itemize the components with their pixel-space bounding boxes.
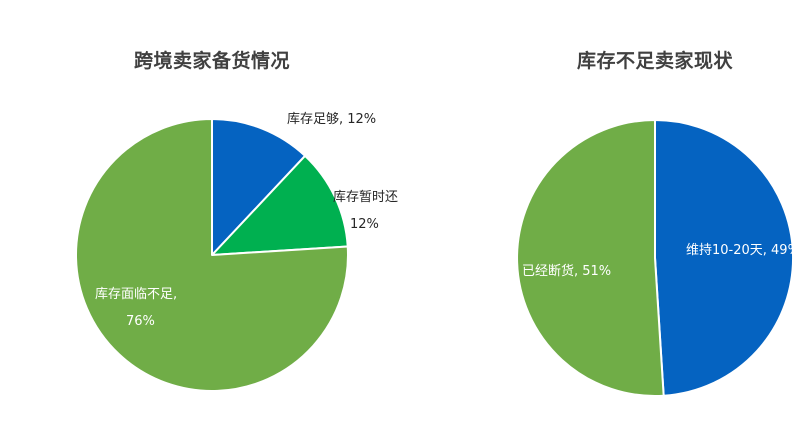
- pie-chart-inventory: 库存足够, 12% 库存暂时还 12% 库存面临不足, 76%: [74, 111, 398, 392]
- data-label-1-0: 维持10-20天, 49%: [686, 243, 800, 258]
- data-label-0-2-line1: 76%: [126, 314, 155, 329]
- pie-slice-0-0: [211, 118, 307, 256]
- pie-slice-1-1: [516, 119, 665, 397]
- chart-title-shortage-status: 库存不足卖家现状: [576, 50, 734, 72]
- pie-slice-0-1: [211, 154, 349, 256]
- pie-chart-shortage: 维持10-20天, 49% 已经断货, 51%: [516, 119, 800, 397]
- data-label-0-1-line0: 库存暂时还: [333, 189, 398, 205]
- data-label-0-2-line0: 库存面临不足,: [95, 286, 177, 302]
- data-label-0-1-line1: 12%: [350, 217, 379, 232]
- data-label-0-0: 库存足够, 12%: [287, 111, 376, 127]
- chart-title-inventory-status: 跨境卖家备货情况: [133, 50, 291, 72]
- pie-slice-1-0: [654, 119, 794, 397]
- data-label-1-1: 已经断货, 51%: [522, 263, 611, 279]
- pie-slice-0-2: [74, 118, 349, 392]
